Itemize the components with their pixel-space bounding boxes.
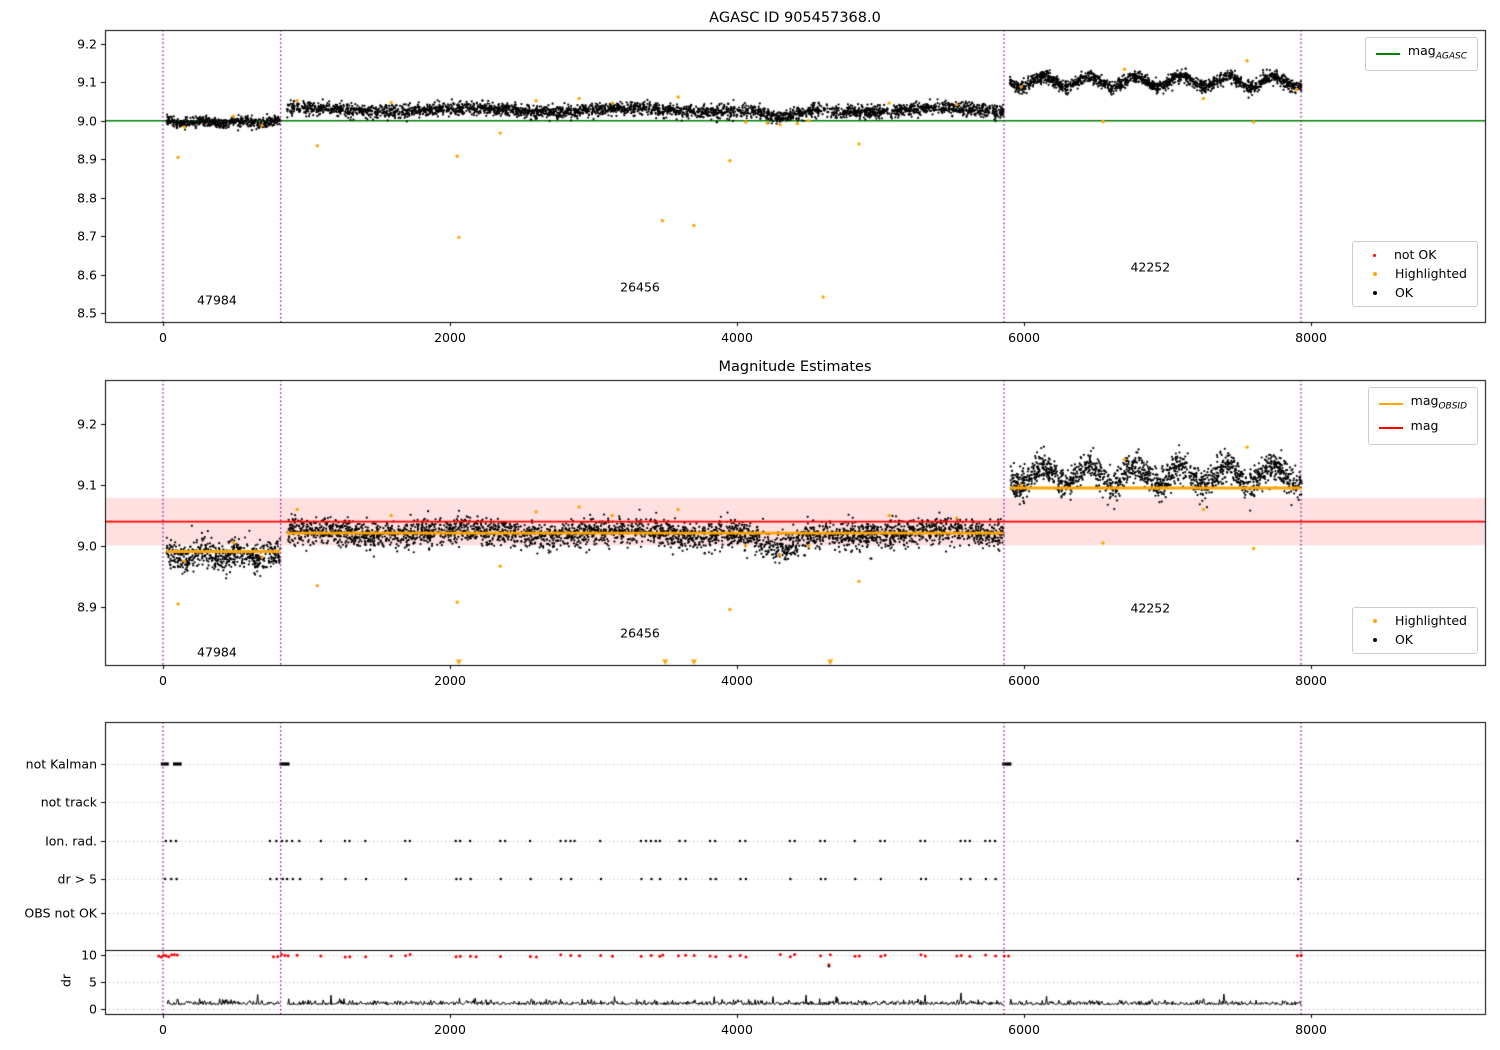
- legend-label-ok: OK: [1394, 285, 1413, 300]
- legend-label-main: mag: [1407, 43, 1436, 58]
- legend-label-sub: AGASC: [1435, 51, 1467, 62]
- y-tick-label: 9.2: [77, 36, 97, 52]
- legend-item-highlighted: Highlighted: [1363, 614, 1467, 628]
- flag-row-label-not-kalman: not Kalman: [25, 756, 97, 772]
- x-tick-label: 8000: [1295, 330, 1327, 345]
- legend-label-highlighted: Highlighted: [1394, 266, 1467, 281]
- x-tick-label: 8000: [1295, 673, 1327, 688]
- x-tick-label: 6000: [1008, 673, 1040, 688]
- x-tick-label: 4000: [721, 330, 753, 345]
- obsid-label: 47984: [197, 644, 237, 660]
- black-dot-swatch: [1372, 291, 1377, 295]
- obsid-label: 26456: [620, 625, 660, 641]
- legend-label-sub: OBSID: [1438, 401, 1467, 412]
- flag-row-label-ion-rad: Ion. rad.: [45, 833, 97, 849]
- legend-item-mag-agasc: magAGASC: [1375, 44, 1467, 64]
- orange-dot-swatch: [1372, 619, 1377, 623]
- legend-label-not-ok: not OK: [1393, 247, 1437, 262]
- y-tick-label: 9.1: [77, 74, 97, 90]
- legend-label-main: mag: [1410, 393, 1439, 408]
- legend-label-mag-agasc: magAGASC: [1408, 44, 1467, 64]
- y-tick-label: 9.0: [77, 538, 97, 554]
- legend-label-highlighted: Highlighted: [1394, 613, 1467, 628]
- x-tick-label: 8000: [1295, 1022, 1327, 1037]
- obsid-label: 47984: [197, 292, 237, 308]
- y-tick-label: 9.1: [77, 477, 97, 493]
- x-tick-label: 0: [158, 1022, 167, 1037]
- x-tick-label: 2000: [434, 330, 466, 345]
- y-tick-label: 8.8: [77, 190, 97, 206]
- flag-row-label-not-track: not track: [40, 794, 97, 810]
- flag-row-label-obs-not-ok: OBS not OK: [24, 905, 97, 921]
- green-line-swatch: [1375, 52, 1400, 55]
- legend-point-types-panel2: Highlighted OK: [1351, 607, 1478, 654]
- legend-mag-lines: magOBSID mag: [1367, 387, 1478, 445]
- legend-item-ok: OK: [1363, 633, 1467, 647]
- y-tick-label: 8.9: [77, 599, 97, 615]
- obsid-label: 26456: [620, 279, 660, 295]
- red-line-swatch: [1378, 427, 1403, 430]
- red-dot-swatch: [1372, 253, 1376, 257]
- x-tick-label: 4000: [721, 673, 753, 688]
- y-tick-label: 8.7: [77, 228, 97, 244]
- legend-item-highlighted: Highlighted: [1363, 267, 1467, 281]
- legend-item-not-ok: not OK: [1363, 248, 1467, 262]
- dr-axis-label: dr: [58, 973, 74, 988]
- obsid-label: 42252: [1130, 600, 1171, 616]
- dr-tick-10: 10: [81, 947, 97, 963]
- orange-dot-swatch: [1372, 272, 1377, 276]
- dr-tick-0: 0: [89, 1001, 97, 1017]
- x-tick-label: 4000: [721, 1022, 753, 1037]
- legend-label-main: mag: [1410, 417, 1439, 433]
- x-tick-label: 2000: [434, 673, 466, 688]
- legend-label-mag-obsid: magOBSID: [1411, 394, 1467, 414]
- legend-label-ok: OK: [1394, 632, 1413, 647]
- obsid-label: 42252: [1130, 259, 1171, 275]
- x-tick-label: 0: [158, 673, 167, 688]
- dr-tick-5: 5: [89, 974, 97, 990]
- x-tick-label: 6000: [1008, 330, 1040, 345]
- y-tick-label: 8.5: [77, 305, 97, 321]
- y-tick-label: 9.0: [77, 113, 97, 129]
- y-tick-label: 8.9: [77, 151, 97, 167]
- panel2-title: Magnitude Estimates: [718, 359, 872, 375]
- legend-label-mag: mag: [1410, 417, 1439, 439]
- black-dot-swatch: [1372, 638, 1377, 642]
- panel1-title: AGASC ID 905457368.0: [709, 10, 881, 26]
- legend-item-mag-obsid: magOBSID: [1378, 394, 1467, 414]
- legend-item-mag: mag: [1378, 417, 1467, 439]
- legend-point-types-panel1: not OK Highlighted OK: [1351, 241, 1478, 307]
- legend-item-ok: OK: [1363, 286, 1467, 300]
- x-tick-label: 6000: [1008, 1022, 1040, 1037]
- x-tick-label: 2000: [434, 1022, 466, 1037]
- flag-row-label-dr-gt-5: dr > 5: [57, 871, 97, 887]
- x-tick-label: 0: [158, 330, 167, 345]
- legend-mag-agasc: magAGASC: [1364, 37, 1478, 71]
- y-tick-label: 9.2: [77, 416, 97, 432]
- y-tick-label: 8.6: [77, 267, 97, 283]
- orange-line-swatch: [1378, 402, 1403, 405]
